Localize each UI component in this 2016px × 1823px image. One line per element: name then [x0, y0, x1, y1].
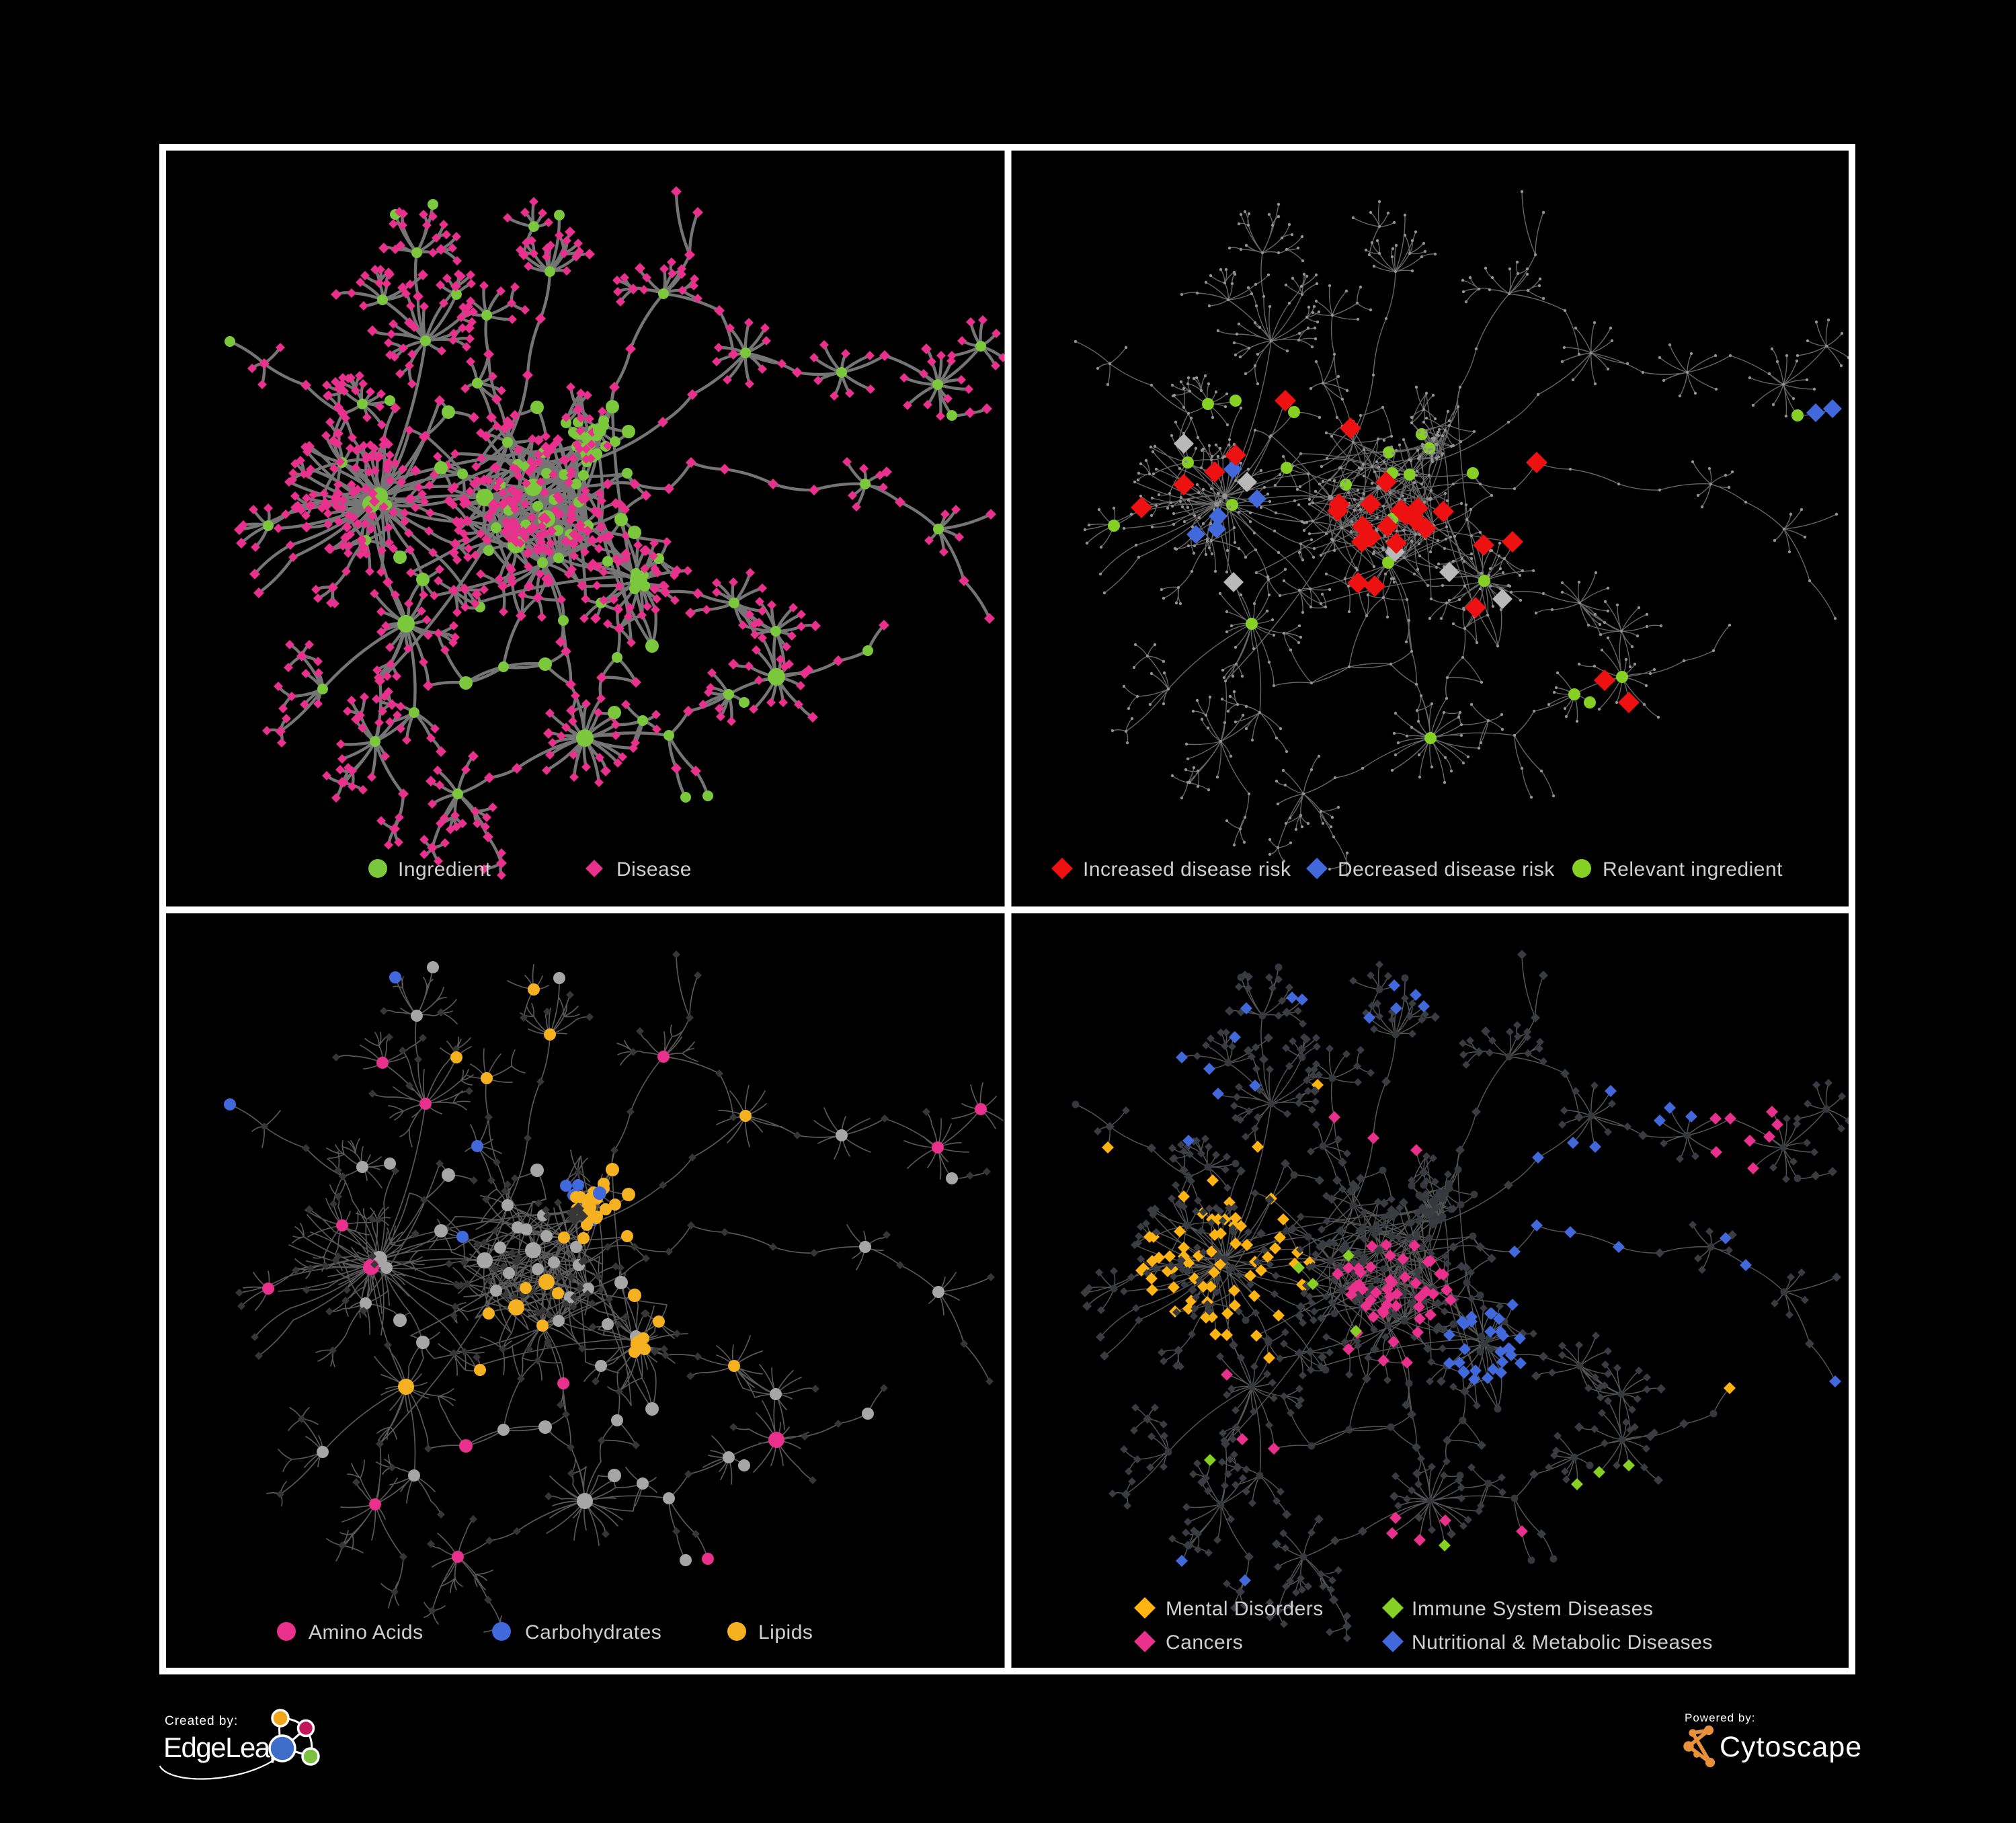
svg-text:Mental Disorders: Mental Disorders [1166, 1598, 1324, 1620]
svg-text:Increased disease risk: Increased disease risk [1083, 858, 1291, 881]
svg-text:Carbohydrates: Carbohydrates [525, 1621, 661, 1644]
svg-text:Immune System Diseases: Immune System Diseases [1412, 1598, 1653, 1620]
svg-text:Powered by:: Powered by: [1685, 1711, 1756, 1724]
svg-text:Nutritional & Metabolic Diseas: Nutritional & Metabolic Diseases [1412, 1631, 1713, 1654]
svg-text:Disease: Disease [616, 858, 692, 881]
svg-text:Created by:: Created by: [165, 1714, 238, 1728]
svg-text:EdgeLeap: EdgeLeap [163, 1732, 284, 1763]
svg-text:Amino Acids: Amino Acids [309, 1621, 424, 1644]
svg-text:Ingredient: Ingredient [398, 858, 491, 881]
svg-text:Lipids: Lipids [758, 1621, 813, 1644]
svg-text:Cytoscape: Cytoscape [1720, 1731, 1862, 1763]
svg-text:Relevant ingredient: Relevant ingredient [1603, 858, 1783, 881]
svg-text:Decreased disease risk: Decreased disease risk [1338, 858, 1555, 881]
svg-text:Cancers: Cancers [1166, 1631, 1243, 1654]
